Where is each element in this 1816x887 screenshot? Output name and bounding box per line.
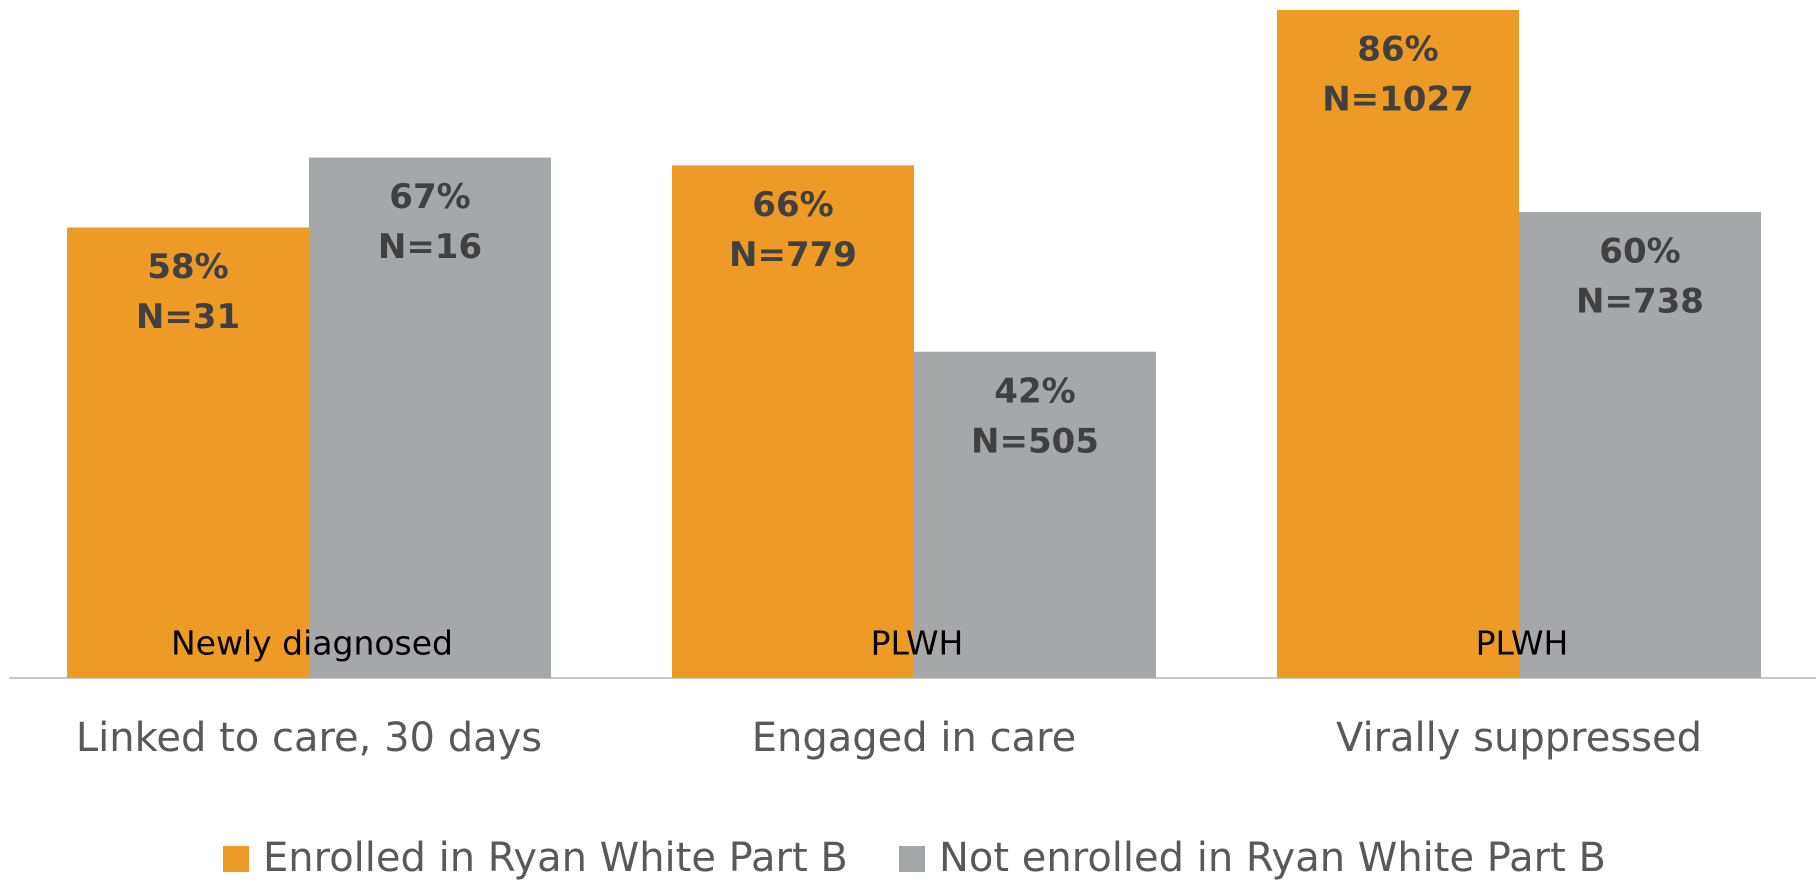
x-tick-label: Engaged in care [752, 715, 1077, 761]
bar-annotation: PLWH [1476, 624, 1569, 663]
data-label: 60% [1599, 231, 1680, 271]
data-label-n: N=16 [378, 227, 482, 267]
data-label-n: N=31 [136, 297, 240, 337]
data-label-n: N=505 [971, 421, 1099, 461]
bar [67, 227, 309, 678]
data-label-n: N=738 [1576, 281, 1704, 321]
data-label: 42% [994, 371, 1075, 411]
data-label-n: N=779 [729, 235, 857, 275]
x-tick-label: Virally suppressed [1336, 715, 1702, 761]
legend-swatch [899, 846, 925, 872]
bar [309, 157, 551, 678]
data-label: 58% [147, 247, 228, 287]
bar-annotation: Newly diagnosed [171, 624, 453, 663]
bar [1519, 211, 1761, 678]
data-label-n: N=1027 [1322, 80, 1474, 120]
bar-annotation: PLWH [871, 624, 964, 663]
data-label: 67% [389, 177, 470, 217]
data-label: 86% [1357, 30, 1438, 70]
data-label: 66% [752, 185, 833, 225]
legend-label: Not enrolled in Ryan White Part B [939, 835, 1606, 881]
x-tick-label: Linked to care, 30 days [76, 715, 542, 761]
legend-swatch [223, 846, 249, 872]
bar [672, 165, 914, 679]
legend-label: Enrolled in Ryan White Part B [263, 835, 848, 881]
bar [1277, 10, 1519, 678]
bar [914, 351, 1156, 678]
